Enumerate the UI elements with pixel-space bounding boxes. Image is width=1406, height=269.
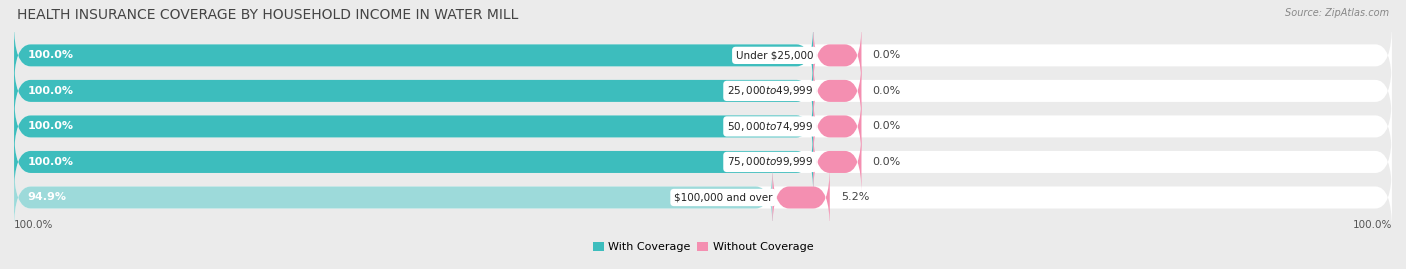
Text: HEALTH INSURANCE COVERAGE BY HOUSEHOLD INCOME IN WATER MILL: HEALTH INSURANCE COVERAGE BY HOUSEHOLD I… (17, 8, 519, 22)
FancyBboxPatch shape (14, 130, 813, 194)
Text: 0.0%: 0.0% (873, 50, 901, 60)
Text: $25,000 to $49,999: $25,000 to $49,999 (727, 84, 813, 97)
Text: 100.0%: 100.0% (28, 157, 75, 167)
FancyBboxPatch shape (813, 24, 862, 87)
Text: 0.0%: 0.0% (873, 157, 901, 167)
Text: 100.0%: 100.0% (28, 121, 75, 132)
Text: 5.2%: 5.2% (841, 193, 869, 203)
FancyBboxPatch shape (14, 24, 1392, 87)
FancyBboxPatch shape (772, 166, 830, 229)
Text: Source: ZipAtlas.com: Source: ZipAtlas.com (1285, 8, 1389, 18)
Text: 100.0%: 100.0% (28, 50, 75, 60)
Text: 100.0%: 100.0% (1353, 220, 1392, 229)
FancyBboxPatch shape (14, 166, 772, 229)
Text: $100,000 and over: $100,000 and over (673, 193, 772, 203)
FancyBboxPatch shape (14, 95, 1392, 158)
Text: Under $25,000: Under $25,000 (735, 50, 813, 60)
FancyBboxPatch shape (14, 24, 813, 87)
Legend: With Coverage, Without Coverage: With Coverage, Without Coverage (588, 237, 818, 256)
Text: 0.0%: 0.0% (873, 121, 901, 132)
Text: 0.0%: 0.0% (873, 86, 901, 96)
Text: $75,000 to $99,999: $75,000 to $99,999 (727, 155, 813, 168)
FancyBboxPatch shape (813, 95, 862, 158)
Text: 100.0%: 100.0% (14, 220, 53, 229)
Text: 94.9%: 94.9% (28, 193, 67, 203)
FancyBboxPatch shape (813, 130, 862, 194)
Text: $50,000 to $74,999: $50,000 to $74,999 (727, 120, 813, 133)
FancyBboxPatch shape (813, 59, 862, 122)
FancyBboxPatch shape (14, 95, 813, 158)
FancyBboxPatch shape (14, 130, 1392, 194)
FancyBboxPatch shape (14, 59, 1392, 122)
FancyBboxPatch shape (14, 59, 813, 122)
Text: 100.0%: 100.0% (28, 86, 75, 96)
FancyBboxPatch shape (14, 166, 1392, 229)
